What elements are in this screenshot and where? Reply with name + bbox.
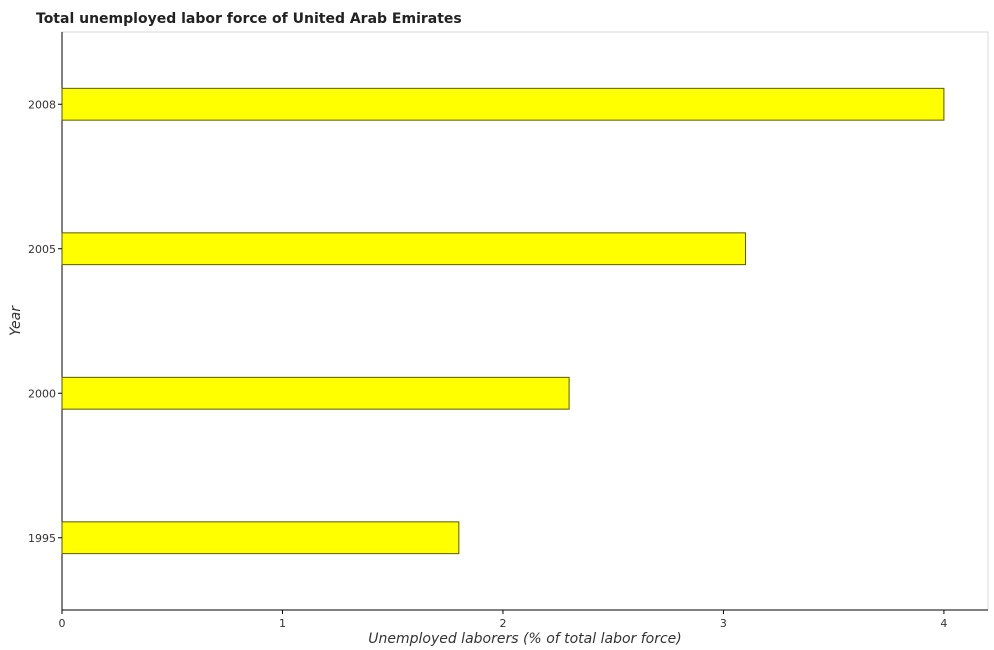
- chart-title: Total unemployed labor force of United A…: [36, 11, 462, 27]
- x-tick-label: 4: [940, 617, 947, 630]
- bar-2008: [61, 87, 945, 121]
- x-tick-label: 2: [499, 617, 506, 630]
- y-tick-labels: 1995 2000 2005 2008: [28, 98, 62, 545]
- x-tick-labels: 0 1 2 3 4: [59, 610, 947, 630]
- bar-1995: [61, 521, 460, 555]
- plot-area: [61, 31, 989, 611]
- x-tick-label: 1: [279, 617, 286, 630]
- y-tick-label: 2005: [28, 243, 56, 256]
- y-axis-label: Year: [8, 305, 24, 336]
- bars-group: [61, 87, 945, 555]
- y-tick-label: 1995: [28, 532, 56, 545]
- y-tick-label: 2008: [28, 98, 56, 111]
- bar-2005: [61, 232, 746, 266]
- bar-2000: [61, 376, 570, 410]
- plot-border: [61, 31, 989, 611]
- y-tick-label: 2000: [28, 387, 56, 400]
- x-tick-label: 3: [720, 617, 727, 630]
- x-tick-label: 0: [59, 617, 66, 630]
- x-axis-label: Unemployed laborers (% of total labor fo…: [368, 631, 682, 647]
